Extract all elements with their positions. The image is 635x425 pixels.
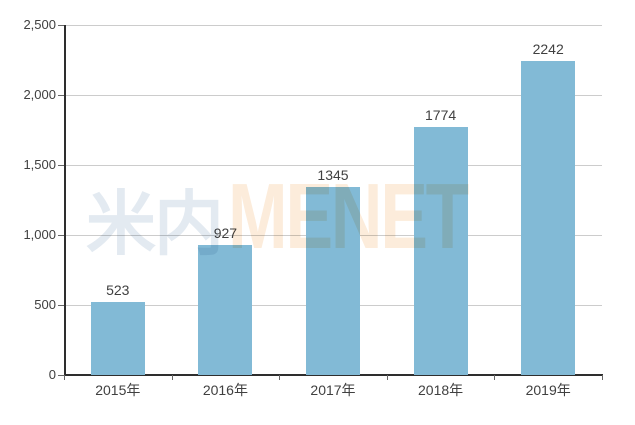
y-axis-tickmark xyxy=(58,95,64,96)
x-axis-tickmark xyxy=(386,375,388,380)
y-axis-tick-label: 1,000 xyxy=(23,227,56,242)
x-axis-tickmark xyxy=(171,375,173,380)
y-axis-tickmark xyxy=(58,375,64,376)
y-axis-tick-label: 500 xyxy=(34,297,56,312)
x-axis-category-label: 2017年 xyxy=(310,382,356,398)
x-axis-tickmark xyxy=(64,375,65,380)
y-axis-line xyxy=(64,25,66,375)
y-axis-tickmark xyxy=(58,25,64,26)
bar-value-label: 523 xyxy=(106,281,130,298)
y-axis-tickmark xyxy=(58,305,64,306)
x-axis-tickmark xyxy=(279,375,281,380)
x-axis-tickmark xyxy=(494,375,496,380)
y-axis-tickmark xyxy=(58,235,64,236)
x-axis-category-label: 2015年 xyxy=(95,382,141,398)
bar-2019年 xyxy=(521,61,576,375)
x-axis-category-label: 2018年 xyxy=(418,382,464,398)
y-axis-tickmark xyxy=(58,165,64,166)
y-gridline xyxy=(64,95,602,96)
y-axis-tick-label: 1,500 xyxy=(23,157,56,172)
y-axis-tick-label: 0 xyxy=(48,367,56,382)
x-axis-line xyxy=(64,374,603,376)
x-axis-category-label: 2019年 xyxy=(525,382,571,398)
bar-value-label: 927 xyxy=(213,225,238,242)
bar-value-label: 2242 xyxy=(532,41,564,58)
bar-2016年 xyxy=(198,245,253,375)
bar-2015年 xyxy=(90,301,145,375)
bar-2018年 xyxy=(413,126,468,375)
bar-value-label: 1774 xyxy=(425,106,457,123)
bar-value-label: 1345 xyxy=(317,166,349,183)
x-axis-tickmark xyxy=(602,375,603,380)
y-gridline xyxy=(64,25,602,26)
x-axis-category-label: 2016年 xyxy=(202,382,248,398)
bar-2017年 xyxy=(306,186,360,375)
y-axis-tick-label: 2,000 xyxy=(23,87,56,102)
y-axis-tick-label: 2,500 xyxy=(23,17,56,32)
y-gridline xyxy=(64,165,602,166)
